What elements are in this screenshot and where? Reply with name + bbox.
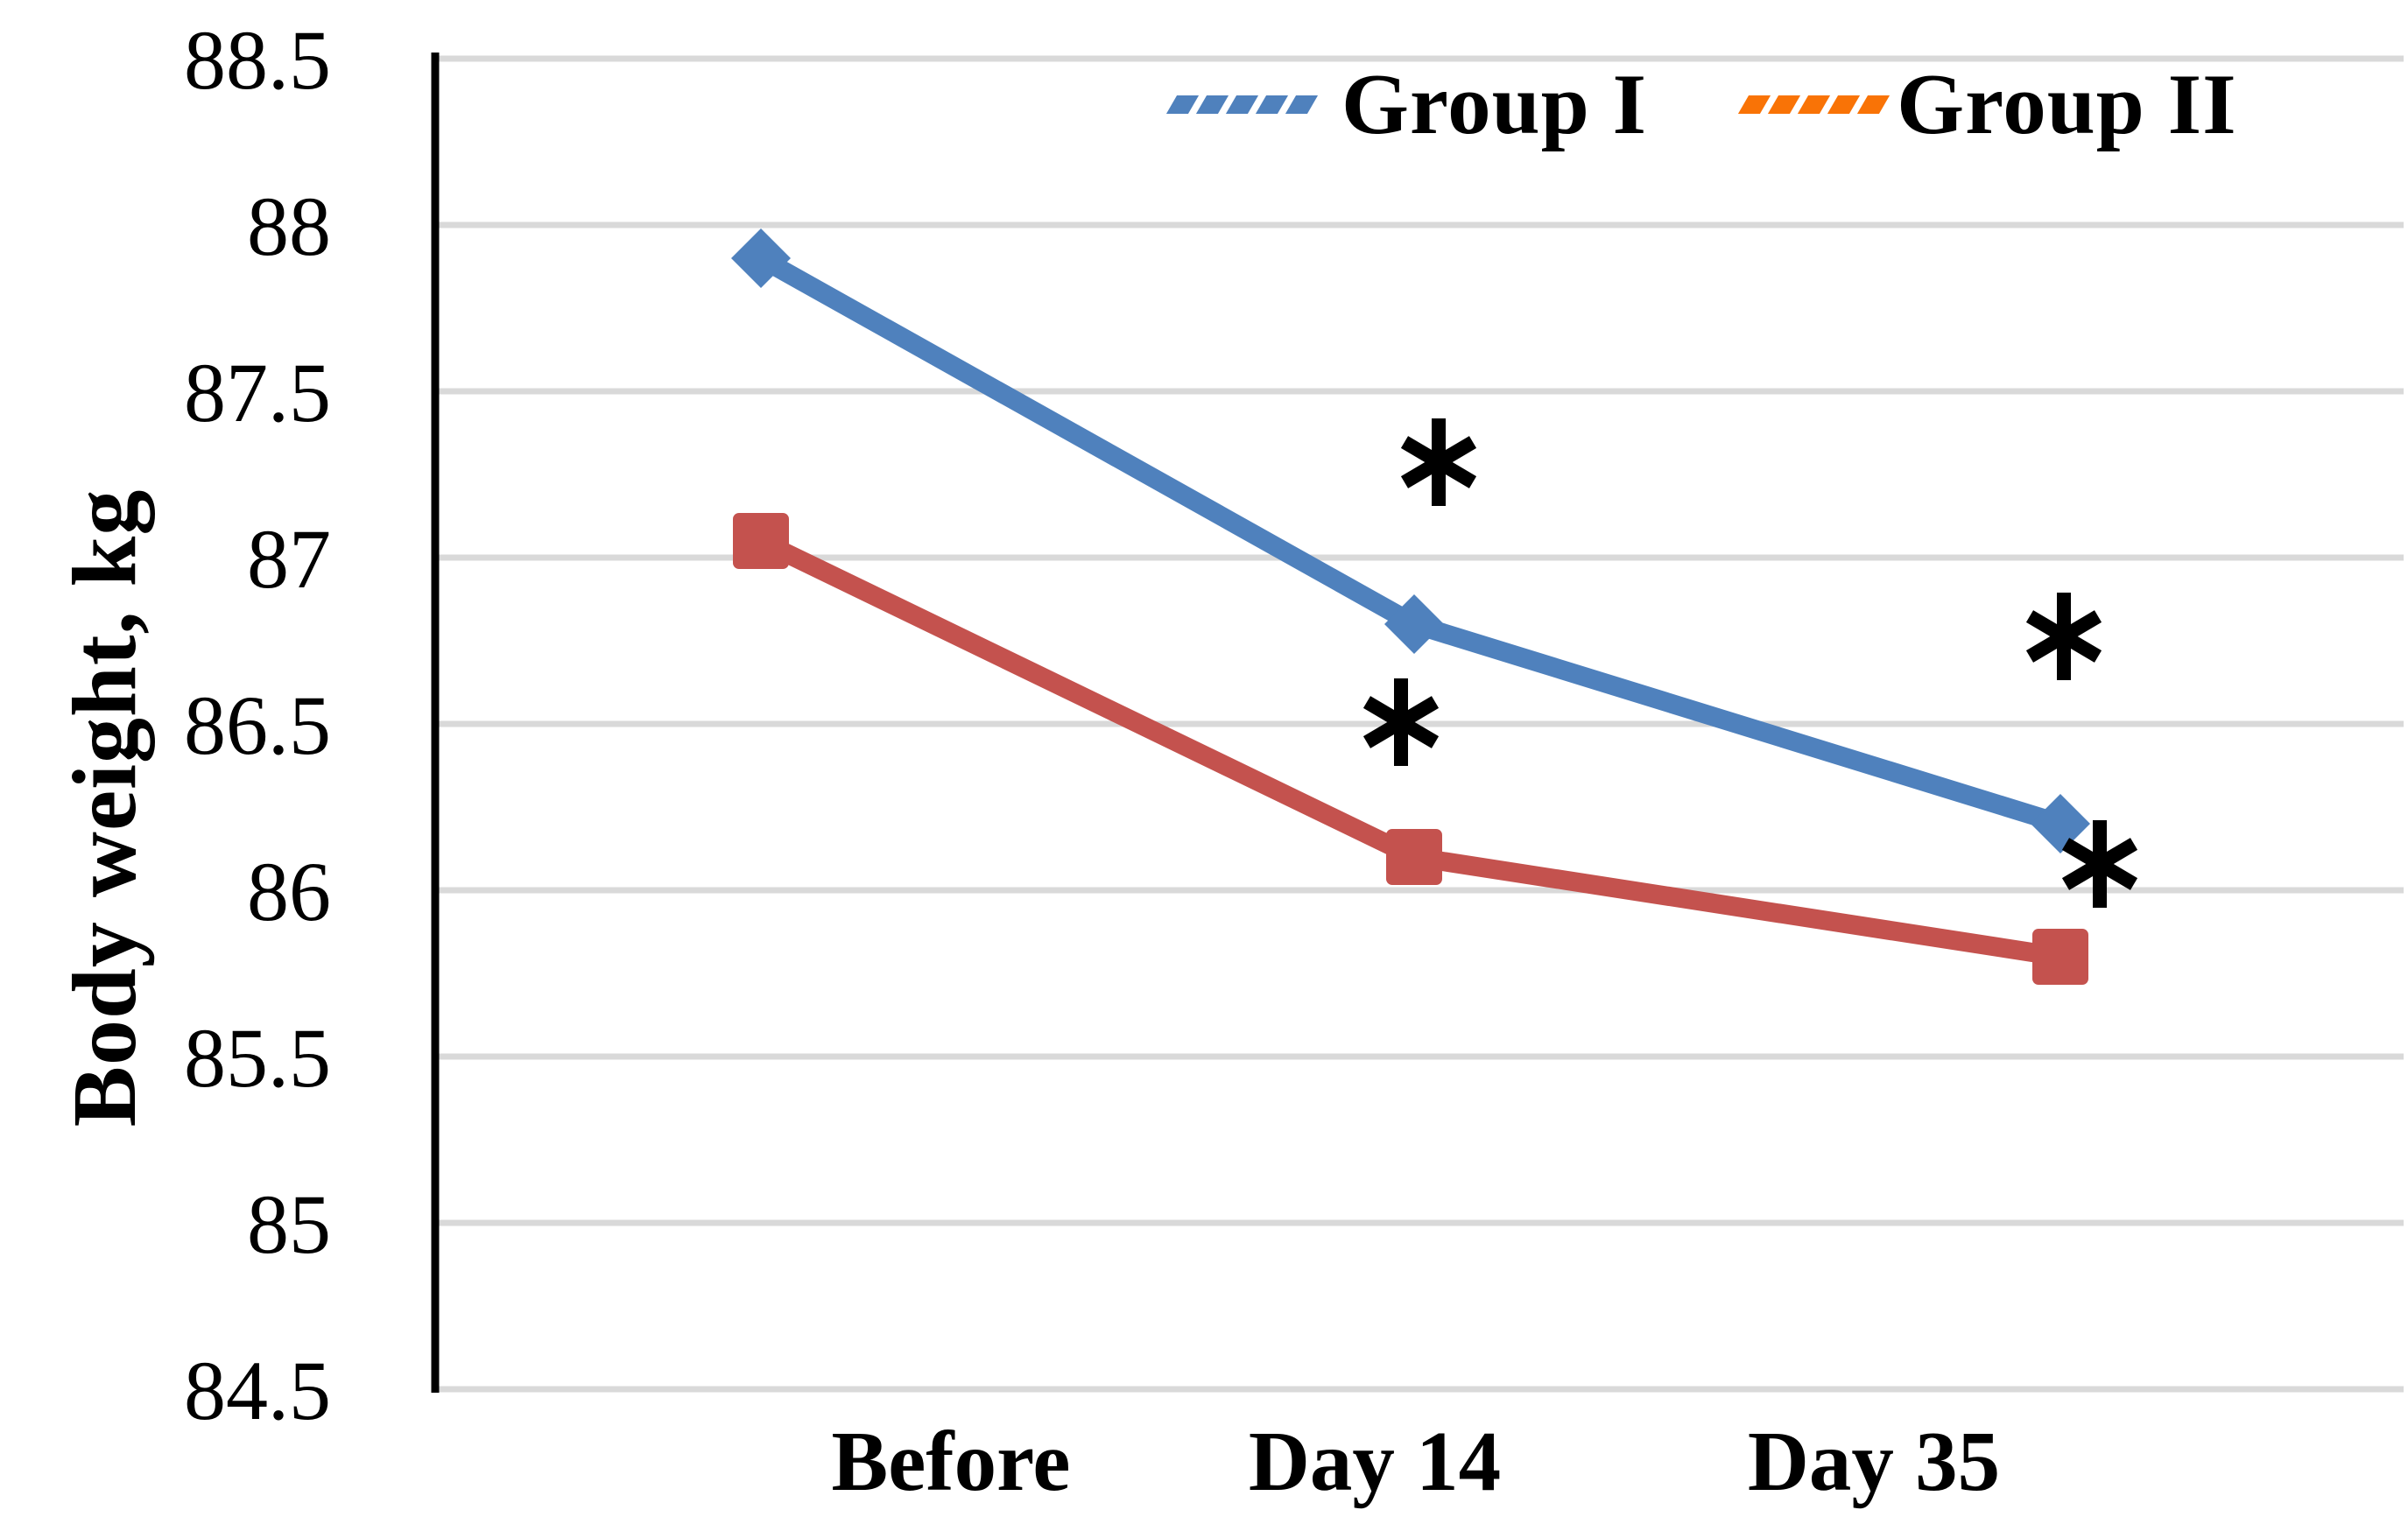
- y-tick-label: 87: [247, 512, 331, 606]
- asterisk-stroke: [2025, 610, 2102, 663]
- asterisk-stroke: [1400, 436, 1477, 488]
- y-tick-label: 88.5: [184, 13, 331, 107]
- significance-asterisk: [2025, 593, 2102, 680]
- significance-asterisk: [1362, 678, 1440, 766]
- y-tick-label: 88: [247, 179, 331, 273]
- marker-square: [2032, 929, 2088, 985]
- asterisk-stroke: [2061, 838, 2138, 890]
- asterisk-stroke: [1362, 696, 1440, 748]
- series-line-group-i: [756, 249, 2064, 833]
- y-tick-label: 85: [247, 1177, 331, 1271]
- y-tick-label: 87.5: [184, 346, 331, 439]
- marker-diamond: [1384, 594, 1444, 654]
- y-tick-label: 84.5: [184, 1344, 331, 1437]
- legend-label-group1: Group I: [1341, 56, 1648, 152]
- marker-diamond: [2031, 794, 2090, 853]
- legend-dash-icon: [1165, 95, 1200, 114]
- legend-dash-icon: [1768, 95, 1801, 114]
- x-category-label: Day 14: [1249, 1415, 1501, 1508]
- legend-dash-icon: [1798, 95, 1831, 114]
- legend-dash-icon: [1225, 95, 1259, 114]
- legend-dash-icon: [1285, 95, 1319, 114]
- significance-asterisk: [1400, 418, 1477, 506]
- legend-dash-swatch-group2: [1738, 95, 1890, 114]
- marker-diamond: [731, 228, 791, 288]
- legend-dash-icon: [1827, 95, 1861, 114]
- marker-square: [733, 513, 789, 569]
- legend-dash-icon: [1857, 95, 1890, 114]
- legend-dash-icon: [1195, 95, 1229, 114]
- y-tick-label: 86.5: [184, 678, 331, 772]
- x-category-label: Before: [832, 1415, 1071, 1508]
- significance-asterisk: [2061, 820, 2138, 908]
- marker-square: [1386, 829, 1442, 885]
- y-tick-label: 86: [247, 845, 331, 938]
- legend-dash-icon: [1738, 95, 1771, 114]
- legend-label-group2: Group II: [1897, 56, 2237, 152]
- legend-dash-swatch-group1: [1165, 95, 1319, 114]
- y-tick-label: 85.5: [184, 1011, 331, 1105]
- legend: Group I Group II: [1165, 56, 2237, 152]
- x-category-label: Day 35: [1748, 1415, 2000, 1508]
- y-axis-title: Body weight, kg: [54, 488, 155, 1127]
- legend-dash-icon: [1255, 95, 1289, 114]
